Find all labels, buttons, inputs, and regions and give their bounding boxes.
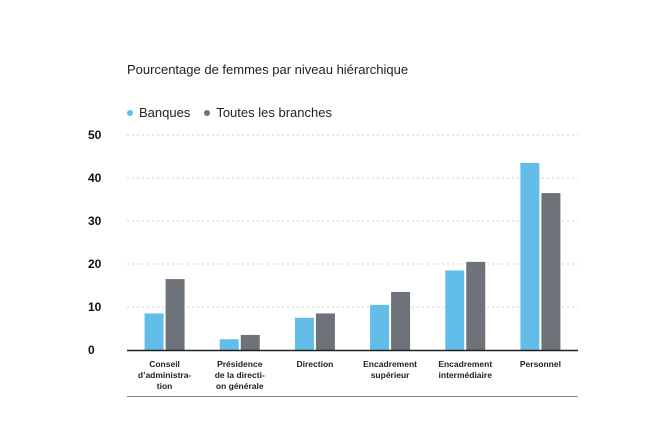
y-tick-label: 10 xyxy=(88,300,102,314)
bar-toutes-branches xyxy=(165,279,185,350)
x-category-label: Conseil d’administra-tion xyxy=(138,359,192,391)
legend-swatch-banques xyxy=(127,109,133,116)
bar-toutes-branches xyxy=(541,193,561,350)
bar-toutes-branches xyxy=(240,334,260,350)
x-category-label: Personnel xyxy=(520,359,561,369)
x-category-label: Encadrement intermédiaire xyxy=(438,359,492,380)
y-tick-label: 30 xyxy=(88,214,102,228)
bar-banques xyxy=(294,317,314,350)
bar-banques xyxy=(520,162,540,350)
legend: Banques Toutes les branches xyxy=(127,105,332,120)
bar-banques xyxy=(219,339,239,350)
y-tick-label: 40 xyxy=(88,171,102,185)
legend-label-toutes-branches: Toutes les branches xyxy=(216,105,332,120)
x-category-label: Direction xyxy=(296,359,333,369)
bar-banques xyxy=(144,313,164,350)
x-category-label: Présidence de la directi-on générale xyxy=(215,359,265,391)
legend-item-toutes-branches: Toutes les branches xyxy=(204,105,332,120)
x-category-label: Encadrement supérieur xyxy=(363,359,417,380)
legend-swatch-toutes-branches xyxy=(204,109,211,116)
legend-label-banques: Banques xyxy=(139,105,191,120)
y-tick-label: 20 xyxy=(88,257,102,271)
chart-title: Pourcentage de femmes par niveau hiérarc… xyxy=(127,62,409,77)
bar-banques xyxy=(370,304,390,350)
legend-item-banques: Banques xyxy=(127,105,190,120)
bar-banques xyxy=(445,270,465,350)
bar-toutes-branches xyxy=(315,313,335,350)
y-tick-label: 0 xyxy=(88,343,95,357)
y-tick-label: 50 xyxy=(88,128,102,142)
bar-toutes-branches xyxy=(466,261,486,350)
bar-toutes-branches xyxy=(391,291,411,350)
